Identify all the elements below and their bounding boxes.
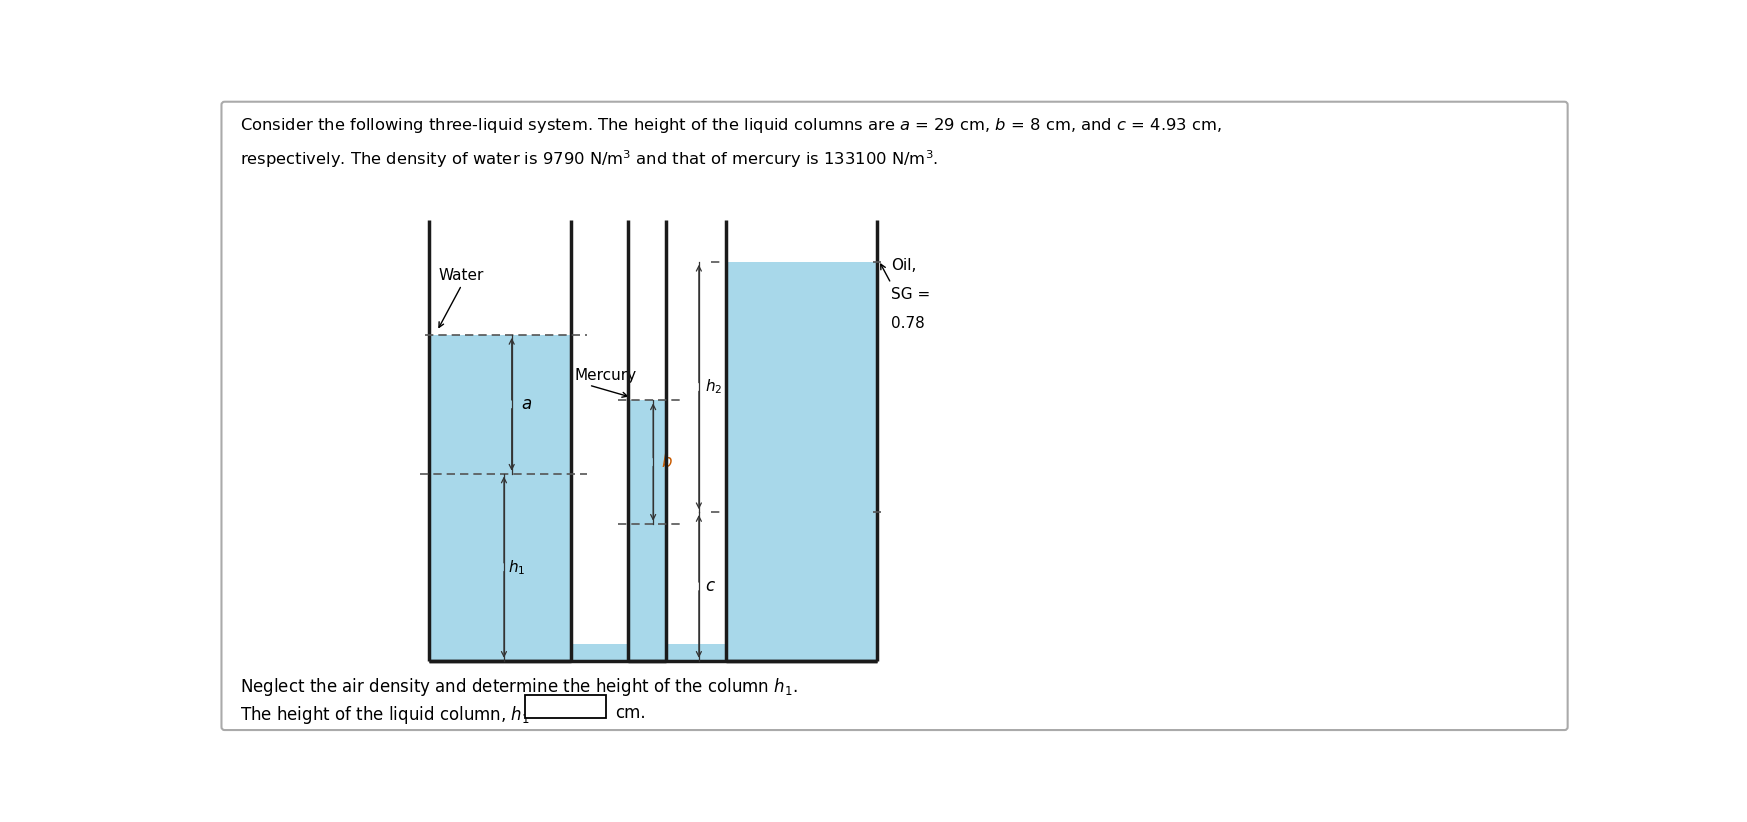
Text: Mercury: Mercury [575, 368, 638, 383]
Bar [627, 400, 666, 661]
Bar [430, 644, 877, 661]
Text: SG =: SG = [891, 288, 931, 302]
Text: Water: Water [438, 268, 484, 284]
Text: $h_1$: $h_1$ [508, 558, 526, 576]
Text: b: b [660, 453, 671, 471]
Bar [430, 335, 571, 661]
Bar [727, 262, 877, 661]
Text: a: a [521, 395, 531, 413]
Text: respectively. The density of water is 9790 N/m$^3$ and that of mercury is 133100: respectively. The density of water is 97… [239, 149, 938, 170]
Text: Consider the following three-liquid system. The height of the liquid columns are: Consider the following three-liquid syst… [239, 116, 1221, 135]
Text: $h_2$: $h_2$ [706, 377, 723, 396]
Text: 0.78: 0.78 [891, 316, 924, 331]
Text: Oil,: Oil, [891, 258, 917, 273]
Text: Neglect the air density and determine the height of the column $h_1$.: Neglect the air density and determine th… [239, 677, 798, 698]
Text: c: c [706, 577, 715, 595]
Text: cm.: cm. [615, 704, 646, 722]
Bar [524, 695, 606, 718]
Text: The height of the liquid column, $h_1$ =: The height of the liquid column, $h_1$ = [239, 704, 549, 726]
FancyBboxPatch shape [222, 102, 1567, 730]
